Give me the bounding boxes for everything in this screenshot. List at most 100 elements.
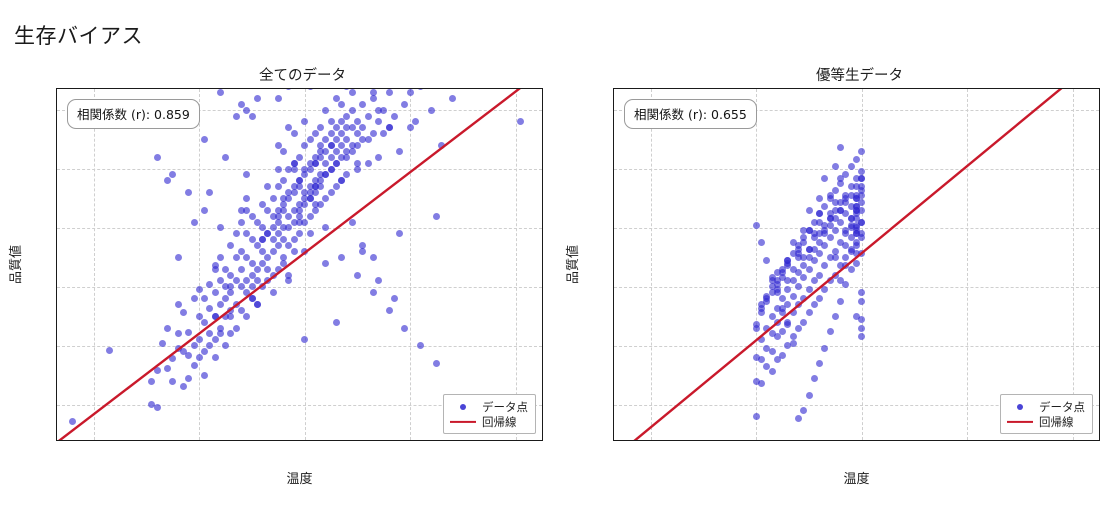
gridline-vertical <box>199 89 201 440</box>
data-point <box>280 177 288 185</box>
data-point <box>795 245 802 253</box>
gridline-vertical <box>650 89 652 440</box>
data-point <box>238 265 245 273</box>
data-point <box>758 304 766 312</box>
data-point <box>264 253 272 261</box>
data-point <box>364 136 372 144</box>
data-point <box>343 112 351 120</box>
legend-item-points: データ点 <box>450 399 528 414</box>
data-point <box>264 206 272 214</box>
data-point <box>847 245 855 253</box>
data-point <box>364 159 372 167</box>
data-point <box>264 183 272 191</box>
gridline-vertical <box>967 89 969 440</box>
legend-item-regression: 回帰線 <box>450 414 528 429</box>
y-axis-label: 品質値 <box>8 244 24 285</box>
data-point <box>238 100 245 108</box>
data-point <box>816 359 824 367</box>
data-point <box>858 218 866 226</box>
data-point <box>158 339 166 347</box>
data-point <box>773 281 781 289</box>
data-point <box>784 285 792 293</box>
data-point <box>348 106 356 114</box>
data-point <box>847 163 855 171</box>
data-point <box>858 167 866 175</box>
data-point <box>301 118 309 126</box>
data-point <box>232 112 240 120</box>
data-point <box>752 222 760 230</box>
gridline-vertical <box>1072 89 1074 440</box>
gridline-vertical <box>93 89 95 440</box>
data-point <box>768 348 776 356</box>
data-point <box>816 271 824 279</box>
data-point <box>296 153 303 161</box>
data-point <box>816 195 824 203</box>
gridline-vertical <box>756 89 758 440</box>
data-point <box>858 297 866 305</box>
plot-area: 20406080100100150200250300350 相関係数 (r): … <box>613 88 1100 441</box>
data-point <box>153 403 161 411</box>
data-point <box>201 371 209 379</box>
y-tick-mark <box>56 346 57 347</box>
data-point <box>306 136 314 144</box>
y-tick-mark <box>56 228 57 229</box>
chart-title: 全てのデータ <box>259 68 346 84</box>
data-point <box>768 273 776 281</box>
data-point <box>227 242 235 250</box>
data-point <box>853 259 860 267</box>
x-tick-mark <box>410 440 411 441</box>
data-point <box>222 342 230 350</box>
data-point <box>195 354 203 362</box>
data-point <box>858 191 866 199</box>
data-point <box>301 248 309 256</box>
data-point <box>810 375 818 383</box>
scatter-marker-icon <box>450 401 476 413</box>
data-point <box>274 212 282 220</box>
data-point <box>401 100 409 108</box>
data-point <box>837 206 845 214</box>
data-point <box>763 257 771 265</box>
data-point <box>821 285 829 293</box>
data-point <box>380 130 388 138</box>
y-tick-mark <box>56 110 57 111</box>
data-point <box>795 283 802 291</box>
data-point <box>296 206 303 214</box>
data-point <box>826 210 834 218</box>
gridline-vertical <box>861 89 863 440</box>
data-point <box>858 332 866 340</box>
data-point <box>253 265 261 273</box>
data-point <box>206 342 214 350</box>
data-point <box>174 330 182 338</box>
data-point <box>789 292 797 300</box>
data-point <box>338 100 346 108</box>
data-point <box>805 206 813 214</box>
data-point <box>274 94 282 102</box>
data-point <box>216 301 224 309</box>
data-point <box>773 318 781 326</box>
data-point <box>169 377 177 385</box>
data-point <box>306 212 314 220</box>
gridline-horizontal <box>614 169 1099 171</box>
data-point <box>332 183 340 191</box>
data-point <box>805 226 813 234</box>
data-point <box>353 271 361 279</box>
data-point <box>752 412 760 420</box>
data-point <box>338 253 346 261</box>
data-point <box>211 336 219 344</box>
data-point <box>369 253 377 261</box>
data-point <box>343 124 351 132</box>
data-point <box>227 312 235 320</box>
data-point <box>280 147 288 155</box>
data-point <box>816 210 824 218</box>
data-point <box>348 218 356 226</box>
data-point <box>185 329 193 337</box>
data-point <box>800 295 808 303</box>
data-point <box>826 191 834 199</box>
data-point <box>390 112 398 120</box>
data-point <box>227 330 235 338</box>
gridline-vertical <box>410 89 412 440</box>
data-point <box>784 321 792 329</box>
x-tick-mark <box>199 440 200 441</box>
data-point <box>274 165 282 173</box>
data-point <box>164 324 172 332</box>
